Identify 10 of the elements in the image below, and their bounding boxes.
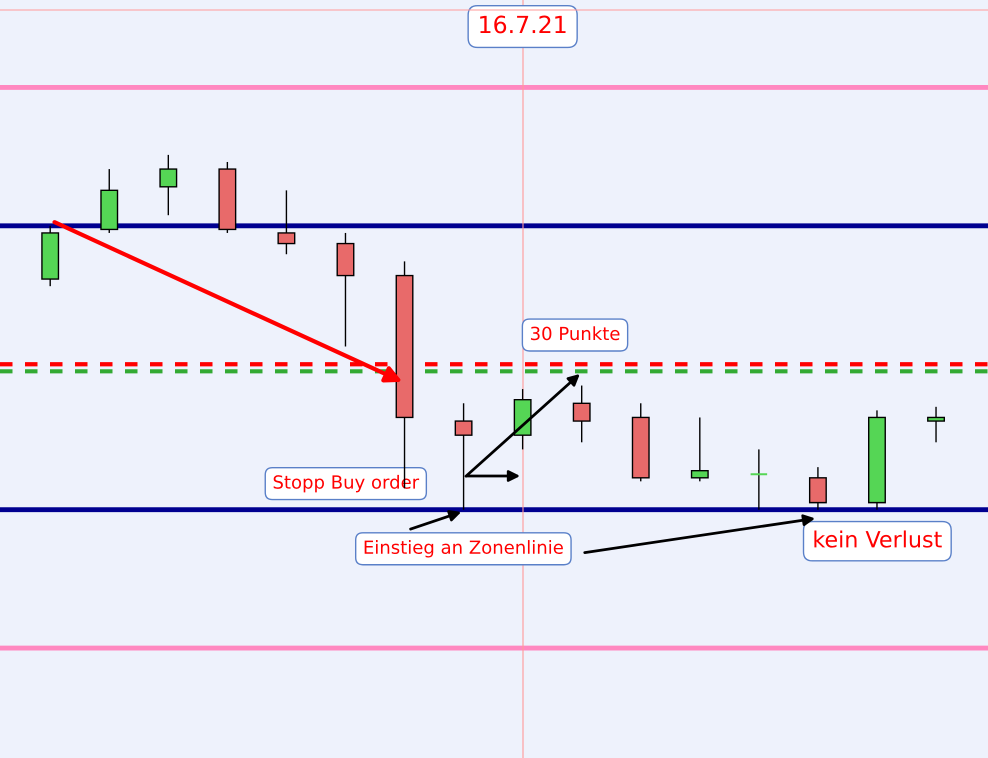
candlestick — [750, 448, 768, 510]
candlestick — [277, 190, 296, 255]
candlestick — [690, 416, 709, 482]
candlestick — [927, 406, 945, 443]
text: 16.7.21 — [480, 16, 566, 34]
candlestick — [159, 154, 178, 216]
text: kein Verlust — [814, 530, 942, 548]
candlestick — [572, 384, 591, 443]
annotation: 30 Punkte — [530, 326, 620, 340]
text: Einstieg an Zonenlinie — [364, 540, 563, 558]
